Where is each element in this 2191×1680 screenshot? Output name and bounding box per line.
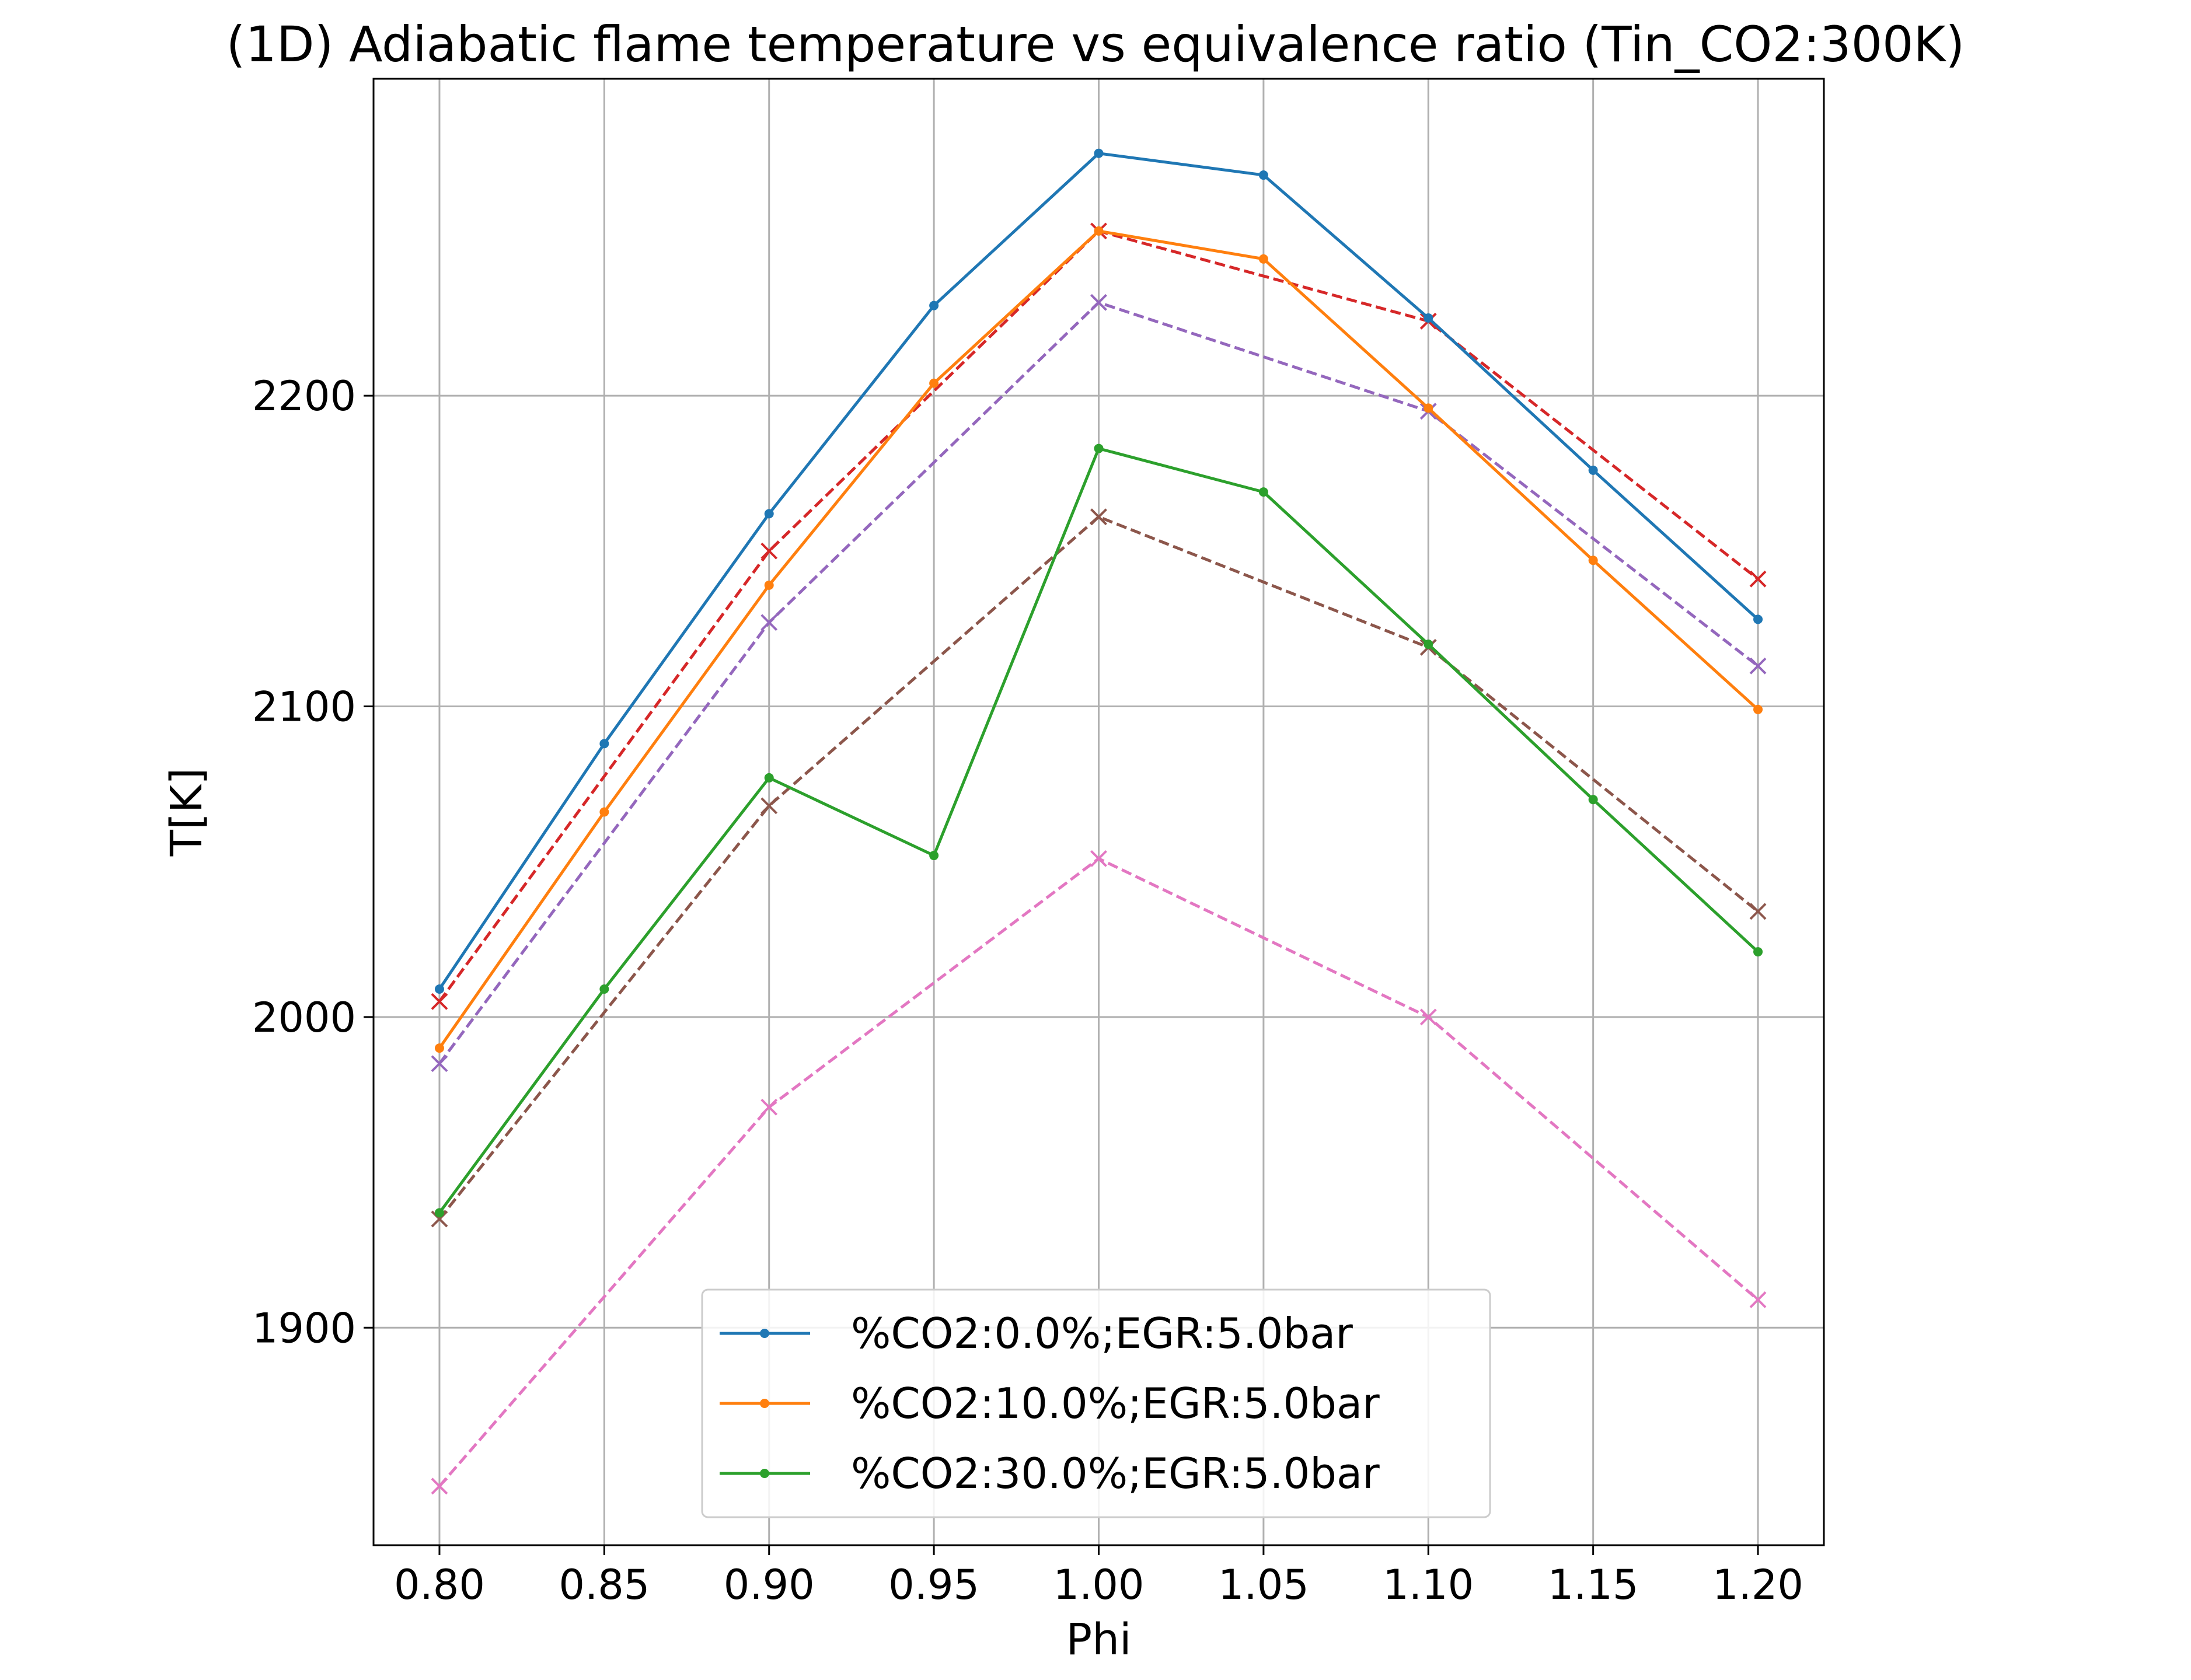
legend: %CO2:0.0%;EGR:5.0bar %CO2:10.0%;EGR:5.0ba… (701, 1288, 1491, 1518)
x-tick-label: 1.20 (1712, 1561, 1803, 1609)
data-point (434, 984, 444, 994)
y-tick-label: 2000 (252, 994, 356, 1042)
legend-label: %CO2:0.0%;EGR:5.0bar (851, 1309, 1353, 1358)
data-point (434, 1043, 444, 1053)
series-1 (434, 226, 1763, 1053)
data-point-x-marker (1419, 1008, 1437, 1026)
legend-item: %CO2:0.0%;EGR:5.0bar (720, 1309, 1353, 1358)
data-point (1094, 148, 1104, 158)
data-point (764, 509, 774, 519)
x-tick-label: 0.90 (724, 1561, 815, 1609)
legend-marker (760, 1469, 769, 1478)
data-point (929, 851, 939, 861)
y-tick-label: 2100 (252, 683, 356, 731)
ticks: 0.80 0.85 0.90 0.95 1.00 1.05 1.10 1.15 1.20 1900… (252, 372, 1803, 1609)
data-point (599, 739, 609, 749)
legend-label: %CO2:10.0%;EGR:5.0bar (851, 1379, 1380, 1428)
legend-item: %CO2:10.0%;EGR:5.0bar (720, 1379, 1380, 1428)
x-tick-label: 1.00 (1053, 1561, 1145, 1609)
data-point-x-marker (1749, 903, 1767, 920)
data-point-x-marker (1749, 570, 1767, 588)
data-point-x-marker (760, 797, 778, 815)
data-point (764, 580, 774, 590)
data-point (434, 1208, 444, 1218)
series-0 (434, 148, 1763, 994)
y-axis-label: T[K] (162, 768, 212, 857)
data-point-x-marker (760, 542, 778, 560)
legend-item: %CO2:30.0%;EGR:5.0bar (720, 1449, 1380, 1498)
data-point (599, 984, 609, 994)
data-point-x-marker (760, 614, 778, 631)
data-point (929, 301, 939, 310)
data-point (1094, 226, 1104, 236)
data-point (1258, 254, 1268, 264)
data-point (1258, 170, 1268, 180)
data-point (1588, 556, 1598, 565)
series-line (438, 515, 1759, 1220)
legend-marker (760, 1399, 769, 1408)
chart-title: (1D) Adiabatic flame temperature vs equi… (226, 16, 1965, 73)
x-tick-label: 1.05 (1218, 1561, 1309, 1609)
series-5 (431, 508, 1767, 1228)
data-point (1588, 795, 1598, 805)
data-point (1588, 465, 1598, 475)
data-point-x-marker (431, 1055, 448, 1073)
data-point (764, 773, 774, 783)
legend-label: %CO2:30.0%;EGR:5.0bar (851, 1449, 1380, 1498)
series-2 (434, 443, 1763, 1218)
x-tick-label: 1.15 (1548, 1561, 1639, 1609)
data-point (1424, 639, 1433, 649)
data-point-x-marker (1749, 1291, 1767, 1308)
series-4 (431, 294, 1767, 1073)
legend-marker (760, 1329, 769, 1338)
x-tick-label: 0.95 (888, 1561, 979, 1609)
x-tick-label: 0.85 (559, 1561, 650, 1609)
series-layer (431, 148, 1767, 1495)
data-point-x-marker (1090, 508, 1107, 526)
data-point (1753, 704, 1763, 714)
data-point-x-marker (1090, 294, 1107, 311)
legend-box (701, 1288, 1491, 1518)
data-point (1258, 487, 1268, 497)
data-point (1424, 313, 1433, 323)
data-point (1753, 947, 1763, 957)
data-point-x-marker (431, 993, 448, 1010)
y-tick-label: 2200 (252, 372, 356, 420)
data-point (599, 807, 609, 817)
data-point (1094, 443, 1104, 453)
data-point-x-marker (1090, 850, 1107, 867)
data-point-x-marker (431, 1478, 448, 1495)
data-point-x-marker (760, 1098, 778, 1116)
data-point-x-marker (1749, 657, 1767, 675)
data-point (1753, 614, 1763, 624)
data-point (1424, 403, 1433, 413)
x-tick-label: 0.80 (394, 1561, 485, 1609)
data-point (929, 378, 939, 388)
series-6 (431, 850, 1767, 1495)
data-point-x-marker (431, 1210, 448, 1228)
grid (374, 79, 1824, 1545)
x-tick-label: 1.10 (1383, 1561, 1474, 1609)
y-tick-label: 1900 (252, 1304, 356, 1352)
x-axis-label: Phi (1066, 1615, 1131, 1665)
